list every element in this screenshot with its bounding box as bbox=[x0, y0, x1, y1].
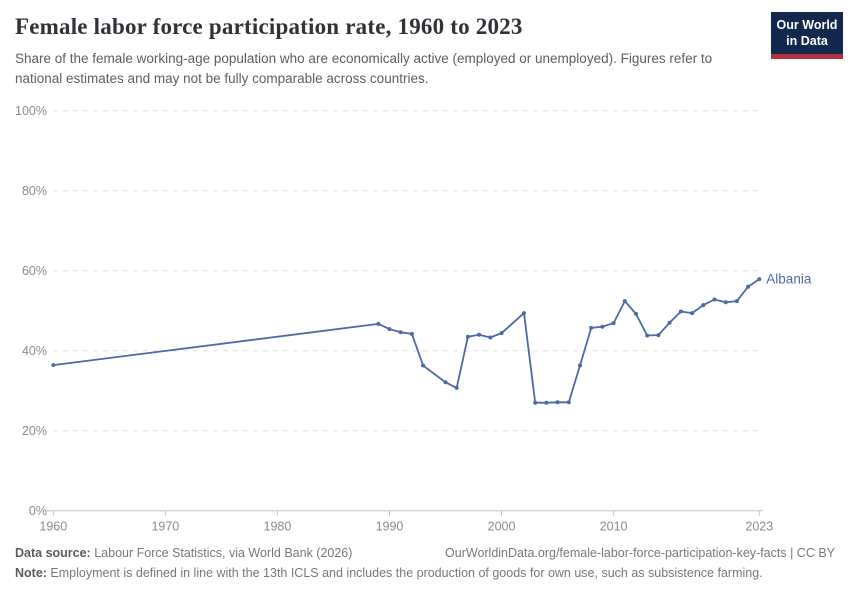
data-point-marker bbox=[645, 333, 650, 338]
data-point-marker bbox=[690, 311, 695, 316]
data-point-marker bbox=[387, 327, 392, 332]
data-point-marker bbox=[678, 309, 683, 314]
data-point-marker bbox=[701, 303, 706, 308]
data-point-marker bbox=[421, 363, 426, 368]
chart-footer: Data source: Labour Force Statistics, vi… bbox=[15, 543, 835, 583]
data-point-marker bbox=[488, 335, 493, 340]
x-axis-label: 2010 bbox=[600, 520, 628, 534]
x-axis-label: 1970 bbox=[151, 520, 179, 534]
data-point-marker bbox=[499, 331, 504, 336]
data-point-marker bbox=[376, 321, 381, 326]
chart-subtitle: Share of the female working-age populati… bbox=[15, 51, 713, 86]
data-point-marker bbox=[533, 400, 538, 405]
data-point-marker bbox=[51, 363, 56, 368]
data-source-value: Labour Force Statistics, via World Bank … bbox=[90, 546, 353, 560]
y-axis-label: 0% bbox=[29, 504, 47, 518]
owid-logo-line1: Our World bbox=[776, 18, 838, 32]
data-point-marker bbox=[746, 284, 751, 289]
owid-logo: Our World in Data bbox=[771, 12, 843, 59]
data-point-marker bbox=[723, 300, 728, 305]
data-point-marker bbox=[454, 385, 459, 390]
data-point-marker bbox=[465, 334, 470, 339]
data-point-marker bbox=[477, 332, 482, 337]
y-axis-label: 20% bbox=[22, 424, 47, 438]
data-point-marker bbox=[589, 325, 594, 330]
y-axis-label: 80% bbox=[22, 184, 47, 198]
x-axis-label: 1960 bbox=[39, 520, 67, 534]
y-axis-label: 100% bbox=[15, 104, 47, 118]
chart-header: Female labor force participation rate, 1… bbox=[15, 14, 760, 88]
chart-line bbox=[52, 278, 761, 404]
data-point-marker bbox=[757, 277, 762, 282]
data-point-marker bbox=[566, 400, 571, 405]
data-point-marker bbox=[667, 320, 672, 325]
data-point-marker bbox=[634, 311, 638, 316]
data-point-marker bbox=[600, 324, 605, 329]
x-axis-label: 1990 bbox=[376, 520, 404, 534]
data-source-label: Data source: bbox=[15, 546, 91, 560]
x-axis-label: 2023 bbox=[745, 520, 773, 534]
data-point-marker bbox=[555, 400, 560, 405]
data-point-marker bbox=[656, 333, 661, 338]
data-point-marker bbox=[622, 299, 627, 304]
data-point-marker bbox=[398, 330, 403, 335]
y-axis-label: 60% bbox=[22, 264, 47, 278]
data-point-marker bbox=[443, 380, 448, 385]
note-label: Note: bbox=[15, 566, 47, 580]
x-axis-label: 1980 bbox=[264, 520, 292, 534]
data-point-marker bbox=[712, 297, 717, 302]
y-axis-label: 40% bbox=[22, 344, 47, 358]
data-point-marker bbox=[409, 331, 414, 336]
data-source-text: Data source: Labour Force Statistics, vi… bbox=[15, 543, 352, 563]
data-point-marker bbox=[611, 321, 616, 326]
data-point-marker bbox=[522, 311, 526, 316]
note-value: Employment is defined in line with the 1… bbox=[46, 566, 763, 580]
note-text: Note: Employment is defined in line with… bbox=[15, 563, 835, 583]
page-title: Female labor force participation rate, 1… bbox=[15, 14, 523, 39]
x-axis-label: 2000 bbox=[488, 520, 516, 534]
data-point-marker bbox=[544, 400, 549, 405]
owid-link[interactable]: OurWorldinData.org/female-labor-force-pa… bbox=[445, 546, 835, 560]
data-point-marker bbox=[734, 299, 739, 304]
entity-label: Albania bbox=[766, 272, 812, 287]
owid-logo-line2: in Data bbox=[786, 34, 828, 49]
data-point-marker bbox=[578, 363, 582, 368]
